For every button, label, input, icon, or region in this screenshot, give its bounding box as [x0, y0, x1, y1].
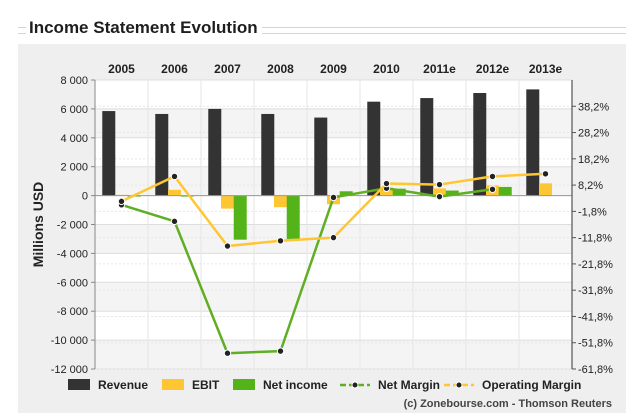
bar-revenue [420, 98, 434, 196]
y-tick-label: 4 000 [60, 133, 88, 145]
bar-revenue [367, 101, 381, 196]
bar-ebit [168, 189, 181, 196]
category-label: 2012e [476, 62, 510, 76]
y-tick-label: -6 000 [57, 277, 88, 289]
category-label: 2013e [529, 62, 563, 76]
category-label: 2008 [267, 62, 294, 76]
y-tick-label: 6 000 [60, 104, 88, 116]
legend-marker-operating-margin [455, 381, 463, 389]
y2-tick-label: -11,8% [578, 233, 612, 245]
bar-net-income [445, 190, 459, 196]
category-label: 2006 [161, 62, 188, 76]
point-operating-margin [276, 237, 285, 245]
category-label: 2010 [373, 62, 400, 76]
y2-tick-label: -41,8% [578, 311, 613, 323]
y-tick-label: 0 [82, 191, 88, 203]
point-net-margin [329, 193, 338, 202]
point-net-margin [223, 349, 232, 357]
legend-marker-net-margin [351, 381, 359, 389]
category-label: 2005 [108, 62, 135, 76]
y2-tick-label: 28,2% [578, 128, 609, 140]
point-operating-margin [382, 179, 391, 188]
grid-band [95, 282, 572, 312]
y-tick-label: -2 000 [57, 220, 88, 232]
bar-net-income [286, 195, 300, 239]
bar-revenue [314, 117, 328, 196]
legend-label-net-income: Net income [263, 378, 328, 392]
point-operating-margin [117, 197, 126, 206]
bar-ebit [433, 188, 446, 196]
legend-label-ebit: EBIT [192, 378, 220, 392]
legend-label-operating-margin: Operating Margin [482, 378, 581, 392]
point-net-margin [170, 217, 179, 226]
bar-net-income [392, 188, 406, 196]
chart-title: Income Statement Evolution [29, 18, 258, 37]
point-operating-margin [488, 172, 497, 181]
legend-swatch-ebit [162, 379, 184, 390]
title-decoration-left [18, 27, 26, 34]
source-credit: (c) Zonebourse.com - Thomson Reuters [404, 398, 612, 410]
bar-net-income [498, 186, 512, 196]
legend-swatch-net-income [233, 379, 255, 390]
category-label: 2007 [214, 62, 241, 76]
y-tick-label: 8 000 [60, 75, 88, 87]
point-operating-margin [170, 172, 179, 181]
y2-tick-label: -61,8% [578, 364, 613, 376]
y2-tick-label: -51,8% [578, 338, 613, 350]
bar-net-income [233, 195, 247, 240]
bar-revenue [526, 89, 540, 196]
point-operating-margin [541, 170, 550, 178]
y-tick-label: -12 000 [51, 364, 88, 376]
category-label: 2009 [320, 62, 347, 76]
point-operating-margin [435, 180, 444, 189]
category-label: 2011e [423, 62, 456, 76]
legend-label-net-margin: Net Margin [378, 378, 440, 392]
y-tick-label: -8 000 [57, 306, 88, 318]
y-tick-label: 2 000 [60, 162, 88, 174]
title-bar: Income Statement Evolution [0, 0, 632, 40]
y2-tick-label: -21,8% [578, 259, 613, 271]
bar-ebit [221, 195, 234, 209]
bar-revenue [155, 113, 169, 196]
point-operating-margin [329, 233, 338, 242]
y-axis-title: Millions USD [30, 182, 46, 268]
y2-tick-label: -31,8% [578, 285, 613, 297]
y-tick-label: -10 000 [51, 335, 88, 347]
y-tick-label: -4 000 [57, 248, 88, 260]
legend-label-revenue: Revenue [98, 378, 148, 392]
grid-band [95, 340, 572, 369]
bar-ebit [274, 195, 287, 208]
bar-revenue [261, 113, 275, 196]
title-decoration-right [262, 27, 626, 34]
legend-swatch-revenue [68, 379, 90, 390]
y2-tick-label: 38,2% [578, 101, 609, 113]
bar-net-income [339, 191, 353, 196]
y2-tick-label: -1,8% [578, 206, 607, 218]
point-net-margin [435, 192, 444, 201]
bar-ebit [539, 183, 552, 196]
y2-tick-label: 18,2% [578, 154, 609, 166]
bar-revenue [102, 111, 116, 196]
point-net-margin [276, 347, 285, 355]
bar-revenue [473, 93, 487, 196]
point-operating-margin [223, 242, 232, 250]
line-net-margin [121, 186, 493, 355]
y2-tick-label: 8,2% [578, 180, 603, 192]
point-net-margin [488, 185, 497, 193]
bar-revenue [208, 108, 222, 196]
